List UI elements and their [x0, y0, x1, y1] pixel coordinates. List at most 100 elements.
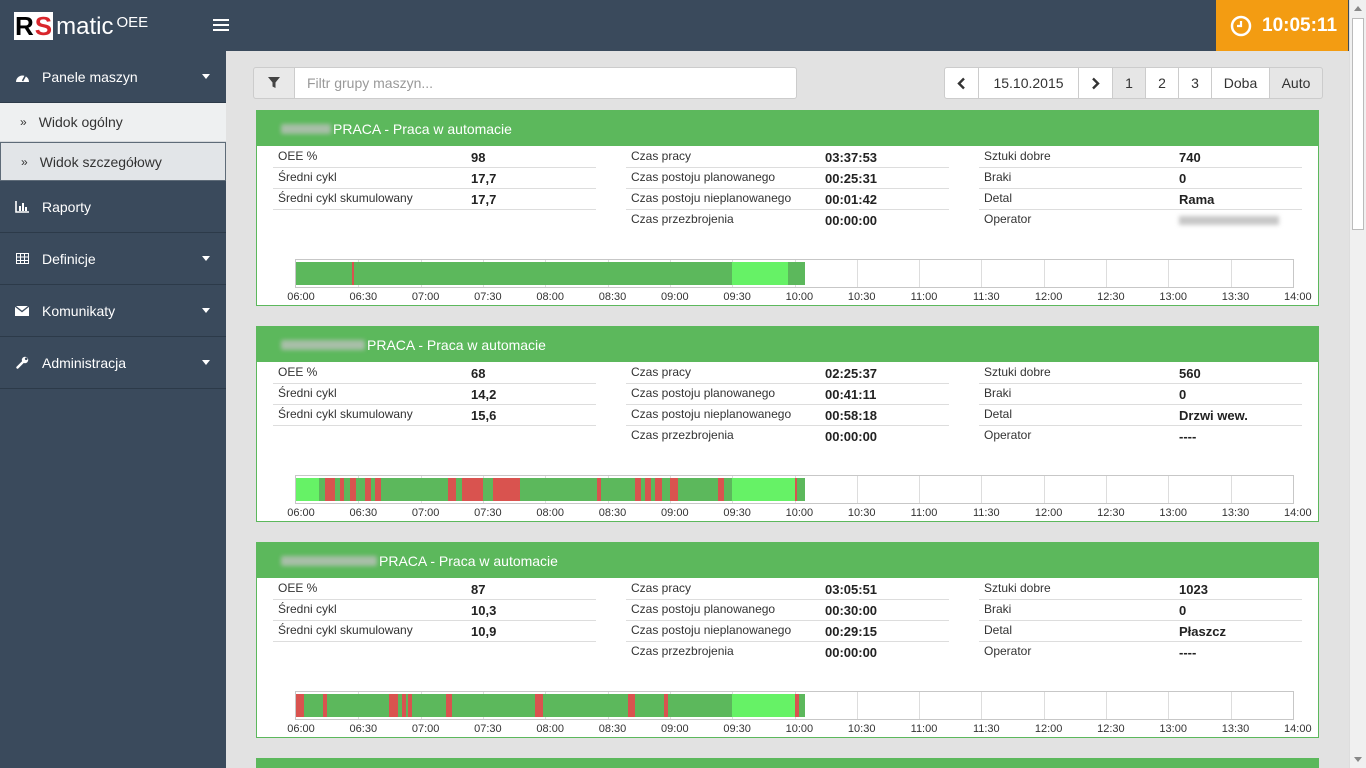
timeline-segment-run[interactable] [661, 478, 670, 501]
timeline-segment-run[interactable] [543, 694, 629, 717]
timeline-segment-run[interactable] [455, 478, 463, 501]
machine-group-filter-input[interactable] [295, 67, 797, 99]
timeline-segment-stop[interactable] [447, 478, 456, 501]
time-tick-label: 09:30 [723, 507, 751, 519]
sidebar-item-label: Komunikaty [42, 302, 116, 319]
timeline-segment-stop[interactable] [493, 478, 521, 501]
timeline-segment-stop[interactable] [364, 478, 371, 501]
timeline-segment-stop[interactable] [534, 694, 544, 717]
timeline-segment-planned[interactable] [732, 694, 795, 717]
time-tick-label: 13:00 [1159, 291, 1187, 303]
time-tick-label: 13:30 [1221, 723, 1250, 735]
sidebar-item-komunikaty[interactable]: Komunikaty [0, 285, 226, 337]
timeline-segment-run[interactable] [356, 478, 365, 501]
timeline-segment-stop[interactable] [352, 262, 355, 285]
timeline-segment-stop[interactable] [323, 694, 328, 717]
machine-timeline[interactable] [295, 475, 1294, 504]
timeline-segment-run[interactable] [381, 478, 448, 501]
timeline-segment-run[interactable] [798, 694, 805, 717]
timeline-segment-run[interactable] [412, 694, 446, 717]
timeline-segment-stop[interactable] [628, 694, 635, 717]
scrollbar-thumb[interactable] [1352, 18, 1364, 230]
chevron-left-icon [957, 77, 965, 89]
timeline-segment-run[interactable] [451, 694, 535, 717]
timeline-segment-stop[interactable] [339, 478, 344, 501]
timeline-segment-run[interactable] [788, 262, 805, 285]
machine-timeline[interactable] [295, 691, 1294, 720]
timeline-segment-planned[interactable] [732, 262, 789, 285]
page-button-2[interactable]: 2 [1145, 67, 1179, 99]
timeline-segment-run[interactable] [651, 478, 656, 501]
timeline-segment-stop[interactable] [401, 694, 407, 717]
timeline-segment-run[interactable] [634, 694, 664, 717]
timeline-segment-stop[interactable] [794, 694, 799, 717]
timeline-segment-run[interactable] [370, 478, 375, 501]
sidebar-subitem-widok-ogolny[interactable]: » Widok ogólny [0, 103, 226, 142]
timeline-segment-stop[interactable] [325, 478, 336, 501]
timeline-segment-run[interactable] [482, 478, 494, 501]
sidebar-item-definicje[interactable]: Definicje [0, 233, 226, 285]
timeline-segment-run[interactable] [640, 478, 645, 501]
timeline-segment-stop[interactable] [794, 478, 797, 501]
bar-chart-icon [14, 200, 30, 213]
timeline-segment-run[interactable] [601, 478, 635, 501]
page-button-1[interactable]: 1 [1112, 67, 1146, 99]
scroll-up-icon[interactable] [1354, 6, 1362, 11]
scroll-down-icon[interactable] [1354, 757, 1362, 762]
timeline-segment-run[interactable] [296, 262, 353, 285]
time-tick-label: 12:30 [1097, 723, 1125, 735]
next-date-button[interactable] [1078, 67, 1113, 99]
timeline-segment-run[interactable] [318, 478, 326, 501]
sidebar-item-raporty[interactable]: Raporty [0, 181, 226, 233]
timeline-segment-stop[interactable] [445, 694, 452, 717]
timeline-segment-stop[interactable] [374, 478, 382, 501]
timeline-segment-run[interactable] [335, 478, 340, 501]
timeline-segment-stop[interactable] [644, 478, 652, 501]
timeline-segment-stop[interactable] [389, 694, 398, 717]
logo-text: matic [56, 13, 114, 40]
timeline-segment-stop[interactable] [296, 694, 305, 717]
timeline-segment-stop[interactable] [597, 478, 602, 501]
timeline-segment-run[interactable] [354, 262, 733, 285]
timeline-segment-planned[interactable] [732, 478, 795, 501]
timeline-segment-run[interactable] [678, 478, 718, 501]
timeline-segment-stop[interactable] [634, 478, 641, 501]
timeline-segment-stop[interactable] [462, 478, 483, 501]
vertical-scrollbar[interactable] [1349, 0, 1366, 768]
sidebar-item-administracja[interactable]: Administracja [0, 337, 226, 389]
timeline-segment-run[interactable] [327, 694, 390, 717]
timeline-segment-run[interactable] [304, 694, 323, 717]
menu-toggle-icon[interactable] [213, 19, 229, 33]
timeline-segment-stop[interactable] [669, 478, 679, 501]
machine-panel-header[interactable]: PRACA - Praca w automacie [257, 543, 1318, 578]
timeline-segment-run[interactable] [343, 478, 350, 501]
timeline-segment-stop[interactable] [663, 694, 668, 717]
timeline-gridline [1168, 476, 1169, 503]
timeline-segment-run[interactable] [796, 478, 805, 501]
timeline-segment-run[interactable] [723, 478, 733, 501]
timeline-segment-run[interactable] [520, 478, 598, 501]
machine-panel-header[interactable]: PRACA - Praca w automacie [257, 327, 1318, 362]
timeline-segment-run[interactable] [667, 694, 733, 717]
timeline-segment-planned[interactable] [296, 478, 319, 501]
time-tick-label: 11:30 [972, 723, 1000, 735]
timeline-segment-stop[interactable] [717, 478, 724, 501]
machine-timeline[interactable] [295, 259, 1294, 288]
stat-value: 740 [1179, 150, 1201, 165]
filter-button[interactable] [253, 67, 295, 99]
timeline-segment-stop[interactable] [655, 478, 662, 501]
current-date[interactable]: 15.10.2015 [978, 67, 1079, 99]
page-button-3[interactable]: 3 [1178, 67, 1212, 99]
timeline-segment-run[interactable] [406, 694, 409, 717]
doba-button[interactable]: Doba [1211, 67, 1270, 99]
sidebar-item-panele-maszyn[interactable]: Panele maszyn [0, 51, 226, 103]
prev-date-button[interactable] [944, 67, 979, 99]
machine-panel-header[interactable]: PRACA - Praca w automacie [257, 111, 1318, 146]
auto-button[interactable]: Auto [1269, 67, 1323, 99]
stat-value: Drzwi wew. [1179, 408, 1248, 423]
sidebar-subitem-widok-szczegolowy[interactable]: » Widok szczegółowy [0, 142, 226, 181]
timeline-segment-stop[interactable] [350, 478, 357, 501]
timeline-segment-stop[interactable] [408, 694, 413, 717]
timeline-segment-run[interactable] [397, 694, 402, 717]
